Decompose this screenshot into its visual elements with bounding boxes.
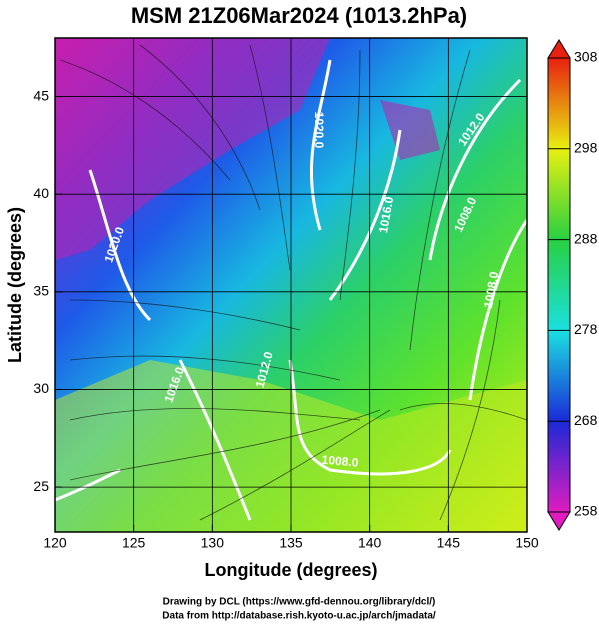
colorbar-max-arrow (547, 39, 571, 59)
x-tick-label: 150 (515, 535, 539, 551)
x-tick-label: 130 (201, 535, 225, 551)
title: MSM 21Z06Mar2024 (1013.2hPa) (131, 3, 467, 28)
footer-line: Drawing by DCL (https://www.gfd-dennou.o… (163, 597, 436, 608)
colorbar-tick-label: 308 (574, 49, 598, 65)
y-axis-label: Latitude (degrees) (5, 207, 25, 363)
colorbar-tick-label: 258 (574, 503, 598, 519)
y-tick-label: 40 (33, 185, 49, 201)
y-tick-label: 25 (33, 478, 49, 494)
colorbar-tick-label: 288 (574, 230, 598, 246)
isobars (55, 59, 527, 521)
colorbar-tick-label: 298 (574, 140, 598, 156)
colorbar-tick-label: 278 (574, 321, 598, 337)
contour-label: 1008.0 (321, 453, 359, 470)
x-tick-label: 145 (437, 535, 461, 551)
x-tick-label: 120 (43, 535, 67, 551)
y-tick-label: 45 (33, 87, 49, 103)
footer-line: Data from http://database.rish.kyoto-u.a… (162, 611, 436, 622)
contour-label: 1016.0 (376, 195, 396, 234)
y-tick-label: 35 (33, 283, 49, 299)
colorbar-tick-label: 268 (574, 412, 598, 428)
contour-label: 1020.0 (312, 112, 326, 149)
cold-region (380, 100, 440, 160)
x-tick-label: 135 (279, 535, 303, 551)
colorbar (547, 57, 571, 513)
y-tick-label: 30 (33, 380, 49, 396)
contour-label: 1008.0 (481, 270, 501, 309)
colorbar-min-arrow (547, 511, 571, 531)
x-tick-label: 140 (358, 535, 382, 551)
x-axis-label: Longitude (degrees) (204, 560, 377, 580)
x-tick-label: 125 (122, 535, 146, 551)
streamlines (59, 44, 527, 521)
